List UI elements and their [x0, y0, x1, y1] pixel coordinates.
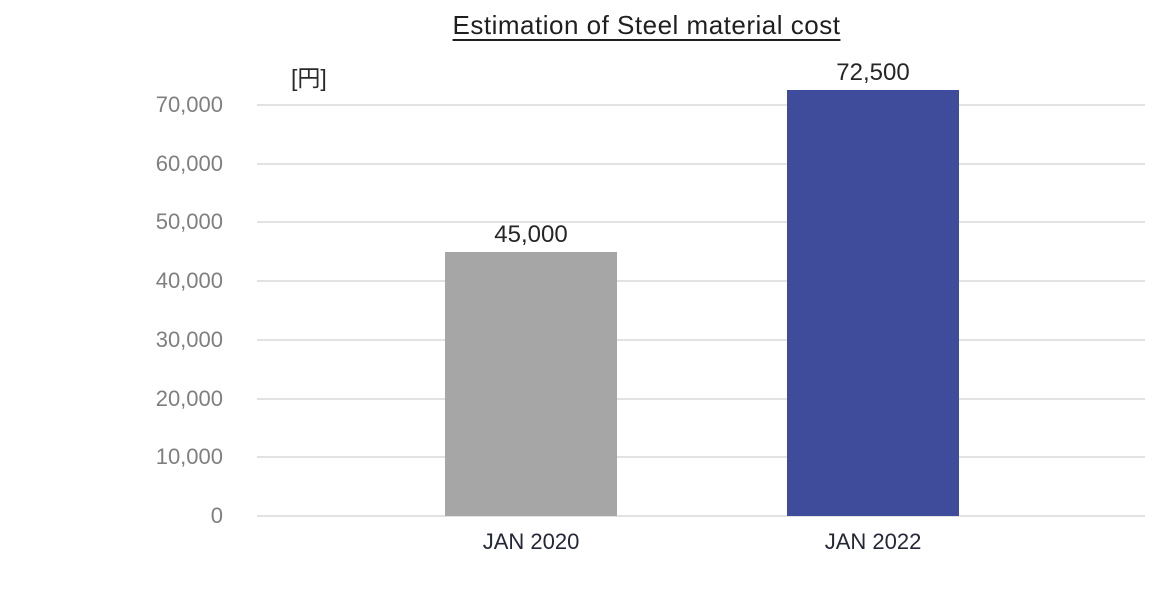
bar-rect-jan-2022: [787, 90, 959, 516]
gridline: [257, 456, 1145, 459]
gridline: [257, 280, 1145, 283]
y-tick-label: 60,000: [155, 150, 223, 176]
y-tick-label: 0: [210, 503, 223, 528]
y-tick-label: 10,000: [155, 444, 223, 470]
y-tick-label: 70,000: [155, 92, 223, 117]
chart-title: Estimation of Steel material cost: [452, 10, 841, 40]
y-tick-label: 30,000: [155, 326, 223, 352]
y-axis-tick-labels: 0 10,000 20,000 30,000 40,000 50,000 60,000 70,…: [0, 92, 223, 528]
y-tick-label: 20,000: [155, 385, 223, 411]
bar-value-label-jan-2020: 45,000: [494, 220, 568, 248]
x-axis-labels: JAN 2020 JAN 2022: [257, 528, 1145, 562]
bar-value-label-jan-2022: 72,500: [836, 59, 910, 87]
gridline: [257, 397, 1145, 400]
y-axis-unit-label: [円]: [291, 65, 327, 91]
gridline: [257, 515, 1145, 517]
bar-rect-jan-2020: [445, 251, 617, 516]
bar-jan-2020: 45,000: [445, 221, 617, 516]
y-tick-label: 40,000: [155, 268, 223, 294]
bar-jan-2022: 72,500: [787, 59, 959, 516]
gridline: [257, 104, 1145, 106]
gridline: [257, 162, 1145, 165]
x-axis-label-jan-2022: JAN 2022: [824, 529, 922, 554]
gridline: [257, 338, 1145, 341]
gridline: [257, 221, 1145, 224]
y-tick-label: 50,000: [155, 209, 223, 235]
x-axis-label-jan-2020: JAN 2020: [482, 529, 580, 554]
plot-area: 45,000 72,500: [257, 59, 1145, 517]
